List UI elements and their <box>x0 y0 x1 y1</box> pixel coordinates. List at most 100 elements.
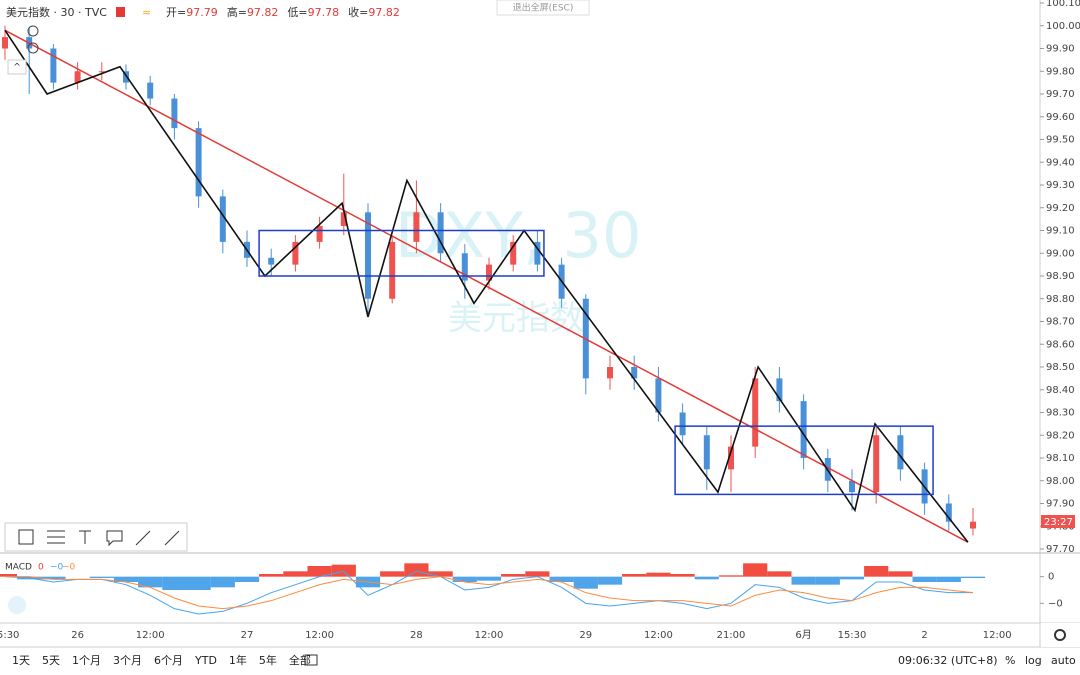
macd-histogram <box>89 576 114 578</box>
candle-body <box>800 401 807 458</box>
ohlc-value: 97.78 <box>308 6 340 19</box>
macd-histogram <box>41 576 66 580</box>
tool-callout[interactable] <box>106 530 123 547</box>
exit-fullscreen-button[interactable] <box>496 0 590 16</box>
y-tick-label: 100.00 <box>1046 21 1080 32</box>
x-tick-label: 15:30 <box>838 630 867 641</box>
period-button[interactable]: 3个月 <box>113 654 142 667</box>
scale-button[interactable]: log <box>1025 654 1042 667</box>
x-tick-label: 6月 <box>795 629 811 641</box>
macd-y-tick-label: 0 <box>1048 572 1054 583</box>
macd-histogram <box>718 575 744 577</box>
candle-body <box>631 367 638 379</box>
macd-histogram <box>331 564 356 577</box>
candle-body <box>752 378 759 447</box>
y-tick-label: 98.70 <box>1046 317 1075 328</box>
macd-histogram <box>597 576 623 585</box>
date-range-icon[interactable] <box>304 654 318 666</box>
candle-body <box>413 212 420 242</box>
y-tick-label: 97.90 <box>1046 499 1075 510</box>
signal-line <box>5 576 974 610</box>
scale-button[interactable]: auto <box>1051 654 1076 667</box>
flag-icon[interactable] <box>116 7 125 17</box>
tool-text[interactable] <box>79 530 91 544</box>
period-button[interactable]: 全部 <box>289 653 311 667</box>
candle-body <box>776 378 783 402</box>
period-button[interactable]: 1个月 <box>72 654 101 667</box>
candle-body <box>486 264 492 281</box>
ohlc-value: 97.79 <box>186 6 218 19</box>
macd-histogram <box>113 576 139 582</box>
y-tick-label: 99.90 <box>1046 44 1075 55</box>
y-tick-label: 99.30 <box>1046 180 1075 191</box>
candle-body <box>195 128 202 197</box>
candle-body <box>849 480 855 493</box>
macd-histogram <box>307 566 332 577</box>
tool-trendline[interactable] <box>164 530 180 546</box>
y-tick-label: 98.50 <box>1046 362 1075 373</box>
candle-body <box>655 378 662 413</box>
macd-histogram <box>259 574 284 577</box>
x-tick-label: 26 <box>71 630 84 641</box>
candle-body <box>873 435 880 493</box>
macd-histogram <box>380 571 405 577</box>
macd-histogram <box>646 572 671 577</box>
candle-body <box>316 225 323 242</box>
compare-icon[interactable]: ≈ <box>142 6 151 19</box>
zigzag[interactable] <box>4 29 969 543</box>
x-tick-label: 27 <box>241 630 254 641</box>
scale-button[interactable]: % <box>1005 654 1015 667</box>
macd-histogram <box>283 571 308 577</box>
macd-legend-value: −0 <box>62 563 76 573</box>
exit-fullscreen-label[interactable]: 退出全屏(ESC) <box>513 2 574 14</box>
macd-y-tick-label: −0 <box>1048 598 1063 609</box>
visibility-icon[interactable] <box>27 25 39 37</box>
candle-body <box>340 212 347 226</box>
tool-rect[interactable] <box>18 529 34 545</box>
range-box[interactable] <box>258 229 545 277</box>
candle-body <box>461 253 468 281</box>
tool-lines[interactable] <box>47 530 65 544</box>
macd-histogram <box>210 576 235 588</box>
y-tick-label: 98.00 <box>1046 476 1075 487</box>
x-tick-label: 21:00 <box>717 630 746 641</box>
macd-histogram <box>501 574 526 577</box>
macd-histogram <box>138 576 163 588</box>
period-button[interactable]: 5年 <box>259 653 277 667</box>
x-tick-label: 15:30 <box>0 630 19 641</box>
y-tick-label: 99.40 <box>1046 157 1075 168</box>
ohlc-value: 97.82 <box>368 6 400 19</box>
tool-ray[interactable] <box>135 530 151 546</box>
macd-histogram <box>960 576 986 578</box>
collapse-button[interactable] <box>7 59 27 75</box>
candle-body <box>219 196 226 242</box>
collapse-icon[interactable]: ^ <box>13 63 21 73</box>
macd-legend-value: −0 <box>50 563 64 573</box>
macd-histogram <box>864 566 889 577</box>
candle-body <box>171 98 178 129</box>
macd-histogram <box>0 574 18 577</box>
candle-body <box>703 435 710 470</box>
period-button[interactable]: 1年 <box>229 653 247 667</box>
ohlc-value: 97.82 <box>247 6 279 19</box>
period-button[interactable]: 1天 <box>12 654 30 667</box>
visibility-icon[interactable] <box>27 42 39 54</box>
period-button[interactable]: 5天 <box>42 654 60 667</box>
macd-histogram <box>428 571 453 577</box>
period-button[interactable]: YTD <box>194 654 217 667</box>
settings-icon[interactable] <box>1054 629 1066 641</box>
macd-histogram <box>622 574 647 577</box>
y-tick-label: 97.70 <box>1046 544 1075 555</box>
logo[interactable] <box>8 596 26 614</box>
candle-body <box>147 82 154 99</box>
ohlc-label: 高= <box>227 5 247 19</box>
x-tick-label: 29 <box>579 630 592 641</box>
range-box[interactable] <box>674 425 934 496</box>
macd-histogram <box>743 563 768 577</box>
macd-histogram <box>186 576 211 590</box>
drawing-toolbar <box>4 522 188 552</box>
settings-button[interactable] <box>1041 623 1080 647</box>
period-button[interactable]: 6个月 <box>154 654 183 667</box>
x-tick-label: 12:00 <box>644 630 673 641</box>
